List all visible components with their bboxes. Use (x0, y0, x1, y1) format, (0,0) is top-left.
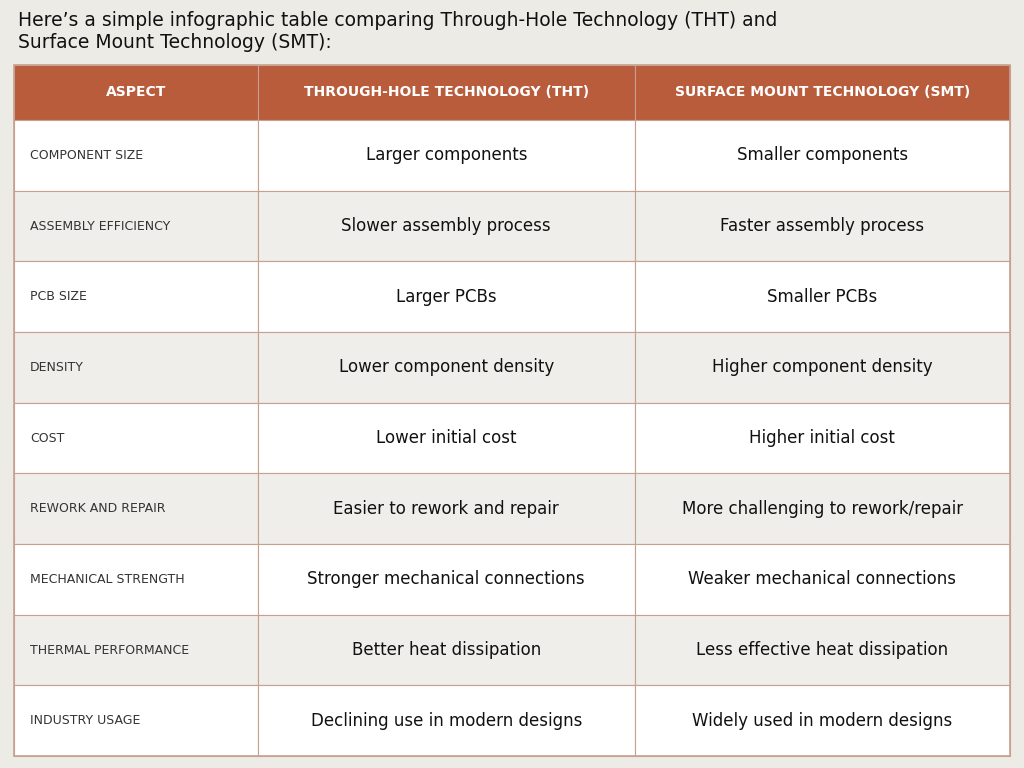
FancyBboxPatch shape (14, 120, 258, 190)
FancyBboxPatch shape (635, 65, 1010, 120)
FancyBboxPatch shape (635, 614, 1010, 685)
Text: Widely used in modern designs: Widely used in modern designs (692, 712, 952, 730)
Text: DENSITY: DENSITY (30, 361, 84, 374)
Text: PCB SIZE: PCB SIZE (30, 290, 87, 303)
Text: COMPONENT SIZE: COMPONENT SIZE (30, 149, 143, 162)
Text: Stronger mechanical connections: Stronger mechanical connections (307, 571, 585, 588)
FancyBboxPatch shape (258, 65, 635, 120)
FancyBboxPatch shape (14, 614, 258, 685)
Text: MECHANICAL STRENGTH: MECHANICAL STRENGTH (30, 573, 184, 586)
Text: REWORK AND REPAIR: REWORK AND REPAIR (30, 502, 166, 515)
FancyBboxPatch shape (14, 190, 258, 261)
FancyBboxPatch shape (258, 614, 635, 685)
FancyBboxPatch shape (635, 473, 1010, 544)
Text: ASSEMBLY EFFICIENCY: ASSEMBLY EFFICIENCY (30, 220, 170, 233)
Text: Larger PCBs: Larger PCBs (396, 288, 497, 306)
FancyBboxPatch shape (14, 65, 258, 120)
Text: Better heat dissipation: Better heat dissipation (351, 641, 541, 659)
Text: THROUGH-HOLE TECHNOLOGY (THT): THROUGH-HOLE TECHNOLOGY (THT) (304, 85, 589, 100)
FancyBboxPatch shape (635, 120, 1010, 190)
Text: Slower assembly process: Slower assembly process (341, 217, 551, 235)
Text: Higher component density: Higher component density (712, 359, 933, 376)
FancyBboxPatch shape (258, 190, 635, 261)
Text: Here’s a simple infographic table comparing Through-Hole Technology (THT) and
Su: Here’s a simple infographic table compar… (18, 11, 777, 52)
FancyBboxPatch shape (14, 473, 258, 544)
Text: Smaller components: Smaller components (736, 147, 908, 164)
Text: ASPECT: ASPECT (105, 85, 166, 100)
FancyBboxPatch shape (258, 685, 635, 756)
FancyBboxPatch shape (14, 261, 258, 332)
Text: Faster assembly process: Faster assembly process (720, 217, 925, 235)
Text: Larger components: Larger components (366, 147, 527, 164)
FancyBboxPatch shape (258, 402, 635, 473)
Text: Lower initial cost: Lower initial cost (376, 429, 516, 447)
FancyBboxPatch shape (258, 261, 635, 332)
FancyBboxPatch shape (635, 190, 1010, 261)
FancyBboxPatch shape (0, 0, 1024, 63)
Text: Weaker mechanical connections: Weaker mechanical connections (688, 571, 956, 588)
Text: Easier to rework and repair: Easier to rework and repair (334, 500, 559, 518)
FancyBboxPatch shape (14, 544, 258, 614)
Text: Declining use in modern designs: Declining use in modern designs (310, 712, 582, 730)
Text: Higher initial cost: Higher initial cost (750, 429, 895, 447)
FancyBboxPatch shape (14, 685, 258, 756)
FancyBboxPatch shape (258, 120, 635, 190)
Text: More challenging to rework/repair: More challenging to rework/repair (682, 500, 963, 518)
FancyBboxPatch shape (635, 261, 1010, 332)
Text: INDUSTRY USAGE: INDUSTRY USAGE (30, 714, 140, 727)
FancyBboxPatch shape (258, 332, 635, 402)
FancyBboxPatch shape (635, 402, 1010, 473)
FancyBboxPatch shape (258, 544, 635, 614)
Text: THERMAL PERFORMANCE: THERMAL PERFORMANCE (30, 644, 189, 657)
FancyBboxPatch shape (14, 332, 258, 402)
FancyBboxPatch shape (258, 473, 635, 544)
Text: COST: COST (30, 432, 65, 445)
Text: Smaller PCBs: Smaller PCBs (767, 288, 878, 306)
Text: SURFACE MOUNT TECHNOLOGY (SMT): SURFACE MOUNT TECHNOLOGY (SMT) (675, 85, 970, 100)
Text: Lower component density: Lower component density (339, 359, 554, 376)
FancyBboxPatch shape (635, 685, 1010, 756)
FancyBboxPatch shape (14, 402, 258, 473)
Text: Less effective heat dissipation: Less effective heat dissipation (696, 641, 948, 659)
FancyBboxPatch shape (635, 332, 1010, 402)
FancyBboxPatch shape (635, 544, 1010, 614)
